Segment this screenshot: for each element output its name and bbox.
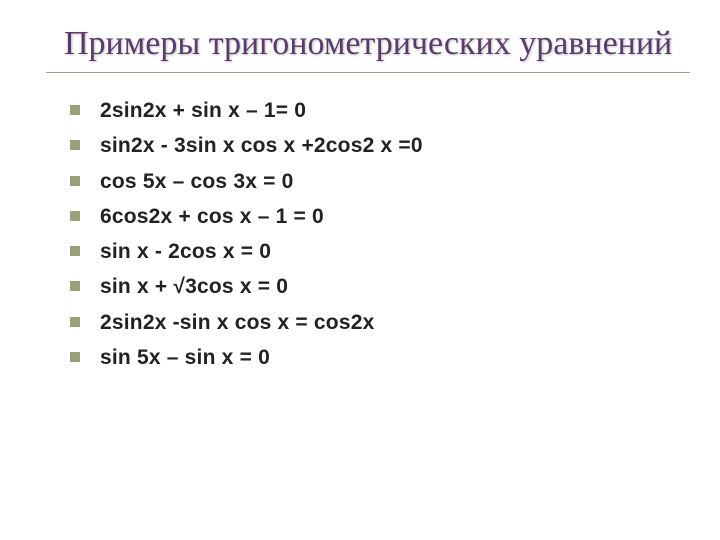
list-item: 2sin2x + sin x – 1= 0 [100,93,680,128]
title-underline [46,72,690,73]
list-item: cos 5x – cos 3x = 0 [100,164,680,199]
list-item: sin x - 2cos x = 0 [100,234,680,269]
slide: Примеры тригонометрических уравнений 2si… [0,0,720,540]
list-item: 2sin2x -sin x cos x = cos2x [100,305,680,340]
list-item: sin2x - 3sin x cos x +2cos2 x =0 [100,128,680,163]
equation-list: 2sin2x + sin x – 1= 0 sin2x - 3sin x cos… [64,93,680,375]
list-item: 6cos2x + cos x – 1 = 0 [100,199,680,234]
slide-title: Примеры тригонометрических уравнений [64,24,680,64]
list-item: sin x + √3cos x = 0 [100,269,680,304]
list-item: sin 5x – sin x = 0 [100,340,680,375]
